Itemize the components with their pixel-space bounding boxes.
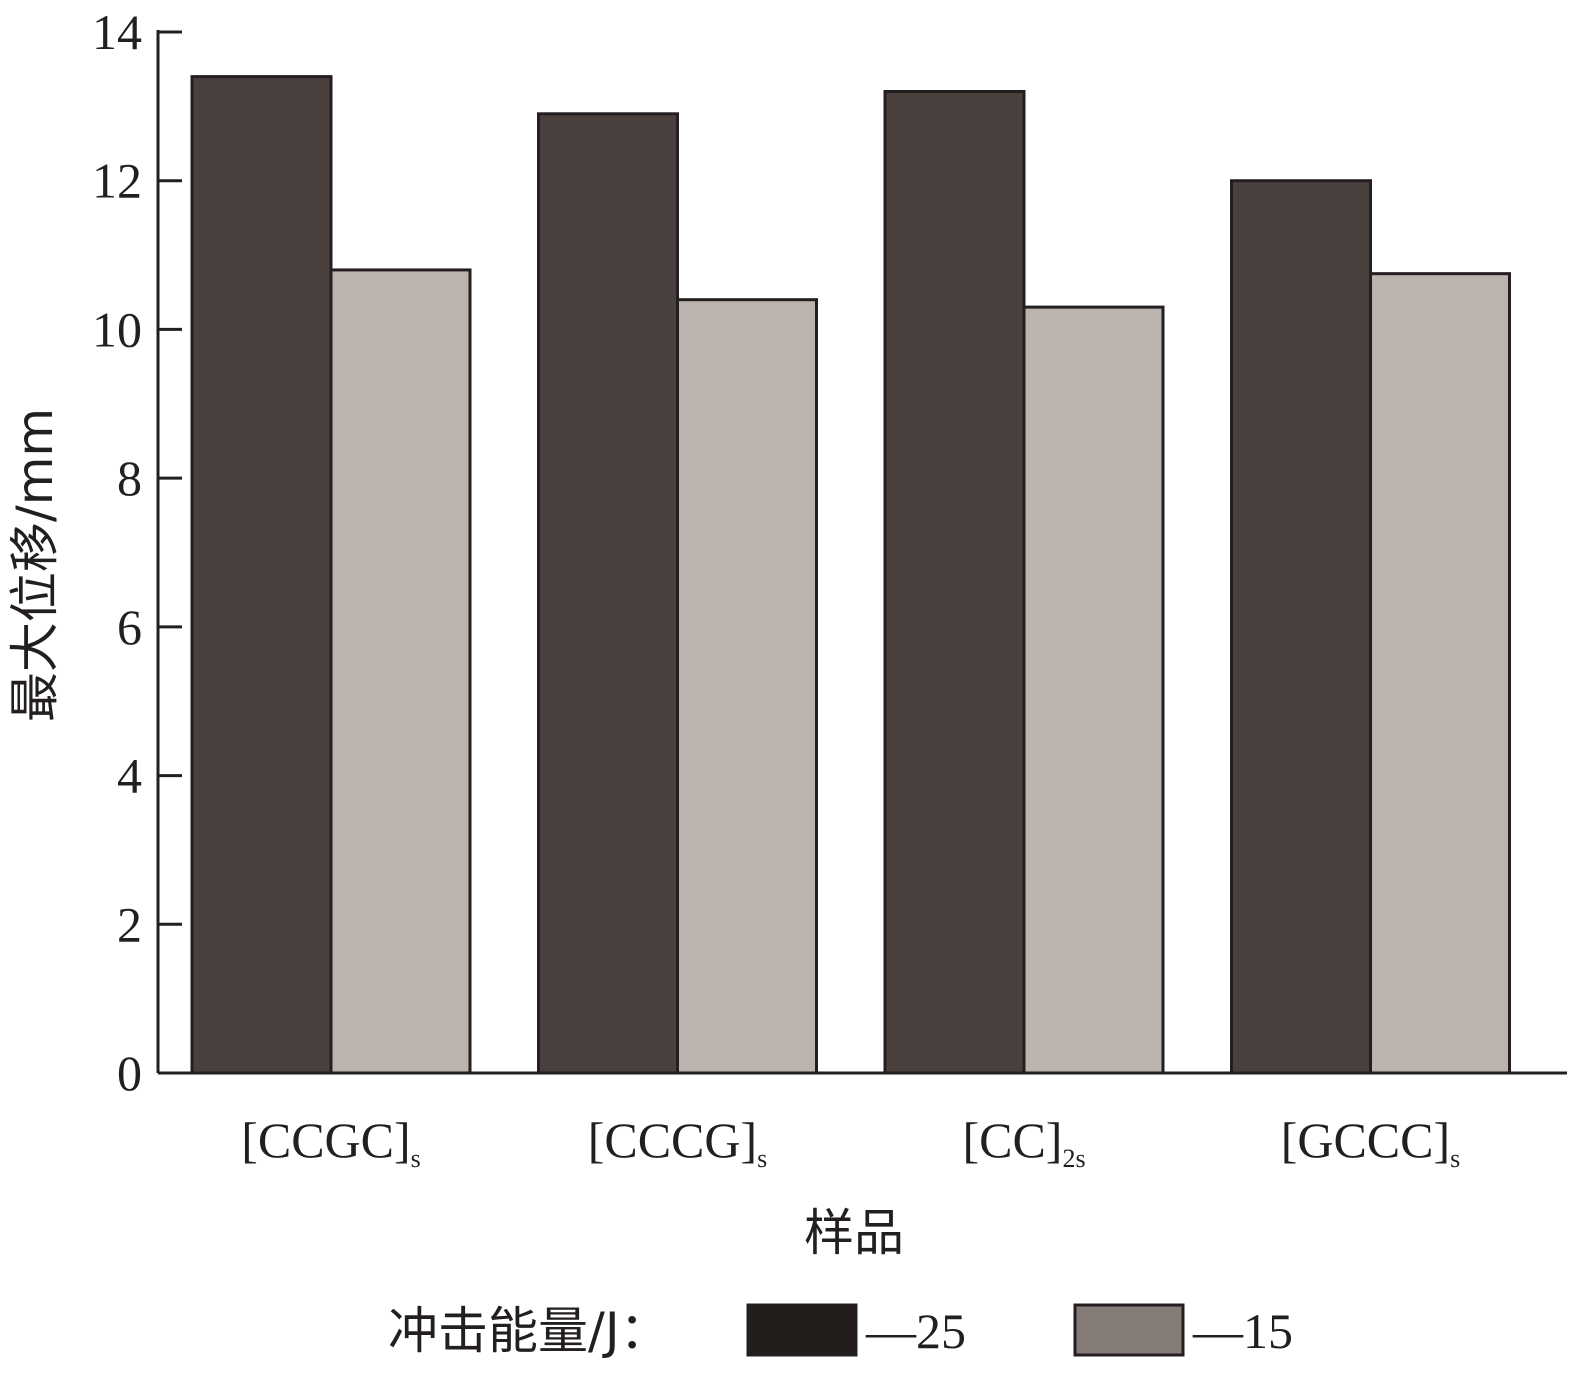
axes-layer [156, 30, 1567, 1075]
bar-15-3 [1369, 272, 1511, 1075]
bar-25-2 [883, 89, 1026, 1075]
x-tick-labels-layer: [CCGC]s [CCCG]s [CC]2s [GCCC]s [241, 1112, 1460, 1173]
bar-15-1 [676, 298, 818, 1075]
x-tick-label: [GCCC]s [1281, 1112, 1461, 1173]
x-tick-label: [CC]2s [962, 1112, 1085, 1173]
bar-15-2 [1022, 305, 1165, 1075]
y-tick-label: 2 [117, 896, 142, 952]
y-tick-label: 8 [117, 450, 142, 506]
y-tick-label: 10 [92, 301, 142, 357]
y-tick-label: 6 [117, 599, 142, 655]
bars-layer [190, 75, 1511, 1075]
y-axis-title: 最大位移/mm [6, 408, 64, 722]
y-tick-label: 0 [117, 1045, 142, 1101]
x-tick-label: [CCCG]s [588, 1112, 768, 1173]
legend-title: 冲击能量/J： [388, 1302, 670, 1360]
bar-25-3 [1230, 179, 1372, 1075]
x-tick-label: [CCGC]s [241, 1112, 421, 1173]
legend: 冲击能量/J： —25 —15 [388, 1302, 1293, 1360]
y-tick-label: 4 [117, 748, 142, 804]
x-axis-title: 样品 [804, 1204, 904, 1262]
y-tick-label: 12 [92, 153, 142, 209]
bar-25-1 [537, 112, 679, 1075]
legend-swatch-15 [1073, 1303, 1185, 1357]
legend-swatch-25 [746, 1303, 858, 1357]
y-ticks-layer: 0 2 4 6 8 10 12 14 [92, 4, 182, 1101]
legend-label-25: —25 [865, 1303, 966, 1359]
bar-15-0 [329, 268, 472, 1075]
legend-label-15: —15 [1192, 1303, 1293, 1359]
bar-25-0 [190, 75, 333, 1075]
y-tick-label: 14 [92, 4, 142, 60]
